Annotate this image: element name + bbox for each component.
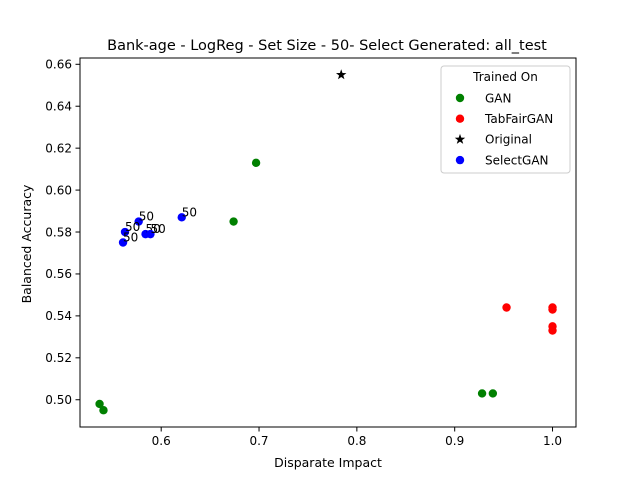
legend-entry: GAN <box>455 91 511 105</box>
data-point-label: 50 <box>182 205 197 219</box>
legend-marker <box>455 93 465 103</box>
series-original <box>335 69 347 80</box>
y-tick-label: 0.64 <box>45 100 72 114</box>
legend-marker <box>455 114 465 123</box>
data-point-label: 50 <box>150 222 165 236</box>
legend-label: Original <box>485 133 532 147</box>
x-axis: 0.6 0.7 0.8 0.9 1.0 <box>152 427 562 448</box>
data-point <box>99 406 108 415</box>
y-tick-label: 0.56 <box>45 267 72 281</box>
x-tick-label: 0.7 <box>249 434 268 448</box>
legend-entry: SelectGAN <box>455 153 549 167</box>
data-point <box>177 213 186 222</box>
data-point <box>502 303 511 312</box>
plot-frame <box>79 57 577 428</box>
data-point <box>548 305 557 314</box>
data-point-label: 50 <box>125 220 140 234</box>
data-point <box>120 227 130 237</box>
legend-title: Trained On <box>472 70 538 84</box>
y-tick-label: 0.66 <box>45 58 72 72</box>
x-tick-label: 0.8 <box>347 434 366 448</box>
data-point <box>229 217 238 226</box>
data-point <box>488 389 498 398</box>
data-point <box>251 158 261 168</box>
legend-entry: TabFairGAN <box>455 112 553 126</box>
legend-label: TabFairGAN <box>484 112 553 126</box>
y-axis: 0.50 0.52 0.54 0.56 0.58 0.60 0.62 0.64 0.66 <box>45 58 80 407</box>
legend-box <box>440 65 571 174</box>
legend-marker <box>454 133 466 144</box>
y-axis-label: Balanced Accuracy <box>19 184 34 303</box>
y-tick-label: 0.60 <box>45 183 72 197</box>
data-point <box>95 399 104 409</box>
data-point <box>548 326 557 335</box>
series-tabfairgan <box>502 303 557 335</box>
data-point <box>146 229 155 239</box>
data-point <box>335 69 347 80</box>
data-point <box>118 238 128 247</box>
data-point <box>134 217 143 226</box>
y-tick-label: 0.50 <box>45 393 72 407</box>
x-tick-label: 0.6 <box>152 434 171 448</box>
x-axis-label: Disparate Impact <box>274 455 382 470</box>
y-tick-label: 0.58 <box>45 225 72 239</box>
series-gan <box>95 158 498 415</box>
legend-label: SelectGAN <box>485 153 549 167</box>
legend-entry: Original <box>454 133 532 147</box>
data-point <box>477 389 487 398</box>
y-tick-label: 0.62 <box>45 141 72 155</box>
data-point-label: 50 <box>123 231 138 245</box>
x-tick-label: 0.9 <box>445 434 464 448</box>
x-tick-label: 1.0 <box>543 434 562 448</box>
y-tick-label: 0.54 <box>45 309 72 323</box>
y-tick-label: 0.52 <box>45 351 72 365</box>
legend-label: GAN <box>485 91 511 105</box>
legend: Trained On GAN TabFairGAN Original SelectGAN <box>440 65 571 174</box>
legend-marker <box>455 155 465 165</box>
data-point-label: 50 <box>139 210 154 224</box>
chart-title: Bank-age - LogReg - Set Size - 50- Selec… <box>107 38 547 54</box>
